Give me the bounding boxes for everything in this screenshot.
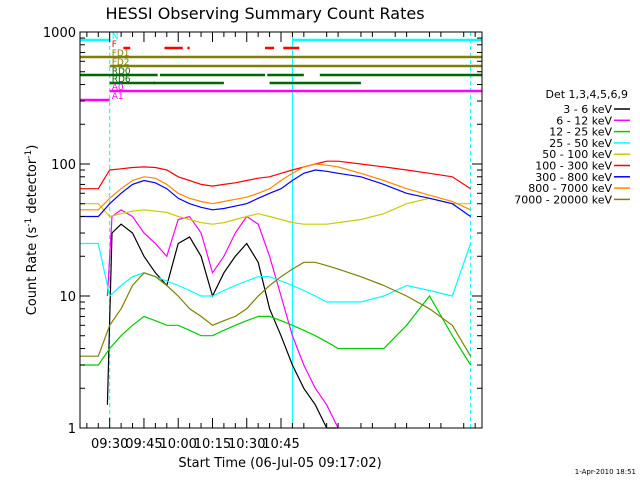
x-tick-label: 09:45: [125, 437, 162, 452]
y-tick-label: 1: [68, 422, 76, 437]
flag-label-f: F: [112, 40, 117, 50]
series-line-3: [80, 242, 472, 303]
legend-entry-label: 100 - 300 keV: [535, 160, 612, 173]
legend-entry-label: 12 - 25 keV: [549, 126, 612, 139]
flag-label-a0: A0: [112, 83, 124, 93]
series-line-7: [80, 163, 471, 211]
legend-entry-label: 50 - 100 keV: [542, 148, 612, 161]
series-line-1: [106, 209, 339, 429]
y-axis-label-end: ): [25, 145, 40, 150]
series-line-2: [80, 294, 472, 366]
x-tick-label: 10:30: [228, 437, 265, 452]
x-tick-label: 09:30: [91, 437, 128, 452]
flag-label-fd2: FD2: [112, 58, 130, 68]
flag-label-rd0: RD0: [112, 67, 131, 77]
legend-entry-label: 7000 - 20000 keV: [514, 193, 612, 206]
flag-label-a1: A1: [112, 92, 124, 102]
y-axis-label-main: Count Rate (s: [25, 227, 40, 316]
x-tick-label: 10:00: [159, 437, 196, 452]
series-line-4: [80, 197, 471, 225]
timestamp: 1-Apr-2010 18:51: [575, 468, 636, 476]
y-tick-label: 1000: [43, 26, 76, 41]
series-line-8: [80, 261, 472, 357]
legend-entry-label: 6 - 12 keV: [556, 114, 612, 127]
y-axis-label-sup2: -1: [24, 150, 34, 159]
series-line-0: [106, 223, 339, 429]
legend-entry-label: 300 - 800 keV: [535, 171, 612, 184]
x-tick-label: 10:15: [194, 437, 231, 452]
x-axis-label: Start Time (06-Jul-05 09:17:02): [178, 456, 381, 471]
flag-label-rd6: RD6: [112, 75, 131, 85]
x-tick-label: 10:45: [262, 437, 299, 452]
series-line-6: [80, 169, 471, 218]
y-tick-label: 100: [51, 158, 76, 173]
flag-label-n: N: [112, 32, 119, 42]
legend-entry-label: 3 - 6 keV: [563, 103, 612, 116]
series-line-5: [80, 160, 471, 190]
legend-title: Det 1,3,4,5,6,9: [545, 88, 628, 101]
y-axis-ticks: 1 10 100 1000: [43, 26, 482, 437]
chart-title: HESSI Observing Summary Count Rates: [105, 4, 424, 23]
legend-entry-label: 800 - 7000 keV: [528, 182, 612, 195]
flag-label-fd1: FD1: [112, 49, 130, 59]
y-axis-label: Count Rate (s-1 detector-1): [24, 145, 40, 316]
y-tick-label: 10: [59, 290, 76, 305]
legend-entry-label: 25 - 50 keV: [549, 137, 612, 150]
y-axis-label-mid: detector: [25, 158, 40, 218]
y-axis-label-sup1: -1: [24, 218, 34, 227]
